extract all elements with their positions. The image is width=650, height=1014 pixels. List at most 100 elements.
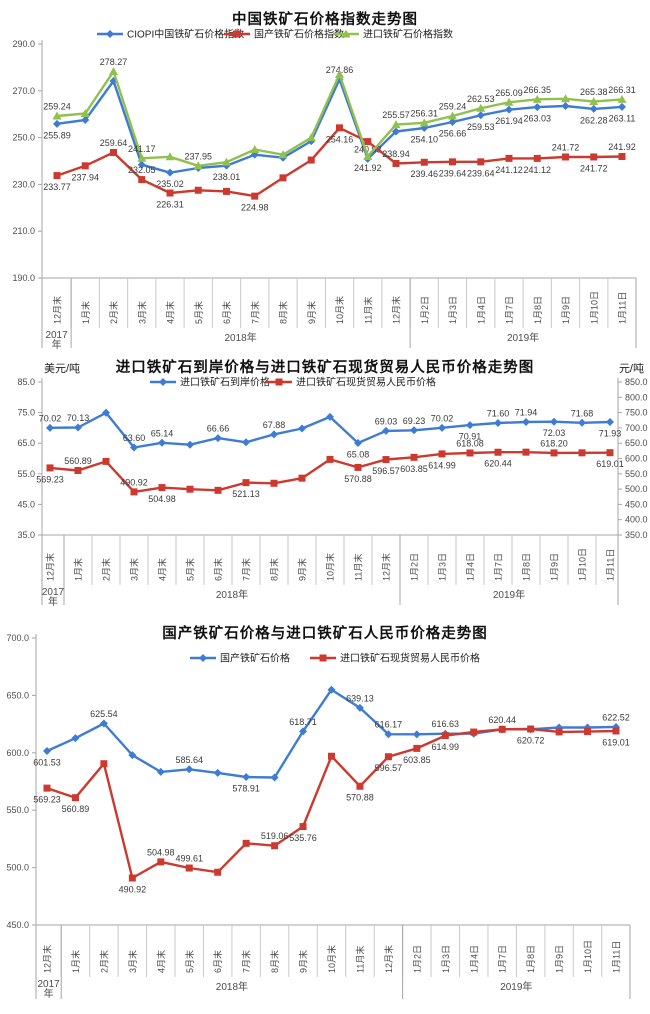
data-label: 490.92	[120, 477, 148, 487]
y-axis-tick-label: 450.0	[6, 920, 29, 930]
data-point-marker	[43, 747, 51, 756]
data-label: 259.24	[439, 101, 467, 111]
year-bands: 2017 年 2018年 2019年	[41, 278, 637, 350]
x-axis-tick-label: 1月4日	[476, 296, 486, 324]
axes: 700.0 650.0 600.0 550.0 500.0 450.0	[6, 633, 630, 930]
data-point-marker	[392, 159, 400, 167]
data-point-marker	[46, 464, 54, 472]
data-point-marker	[448, 118, 457, 127]
data-point-marker	[494, 419, 502, 428]
data-point-marker	[354, 438, 362, 447]
data-point-marker	[306, 133, 316, 142]
data-label: 65.14	[151, 428, 174, 438]
data-point-marker	[298, 474, 306, 482]
data-point-marker	[504, 97, 514, 106]
x-axis-tick-label: 1月3日	[448, 296, 458, 324]
x-axis-tick-label: 12月末	[381, 553, 392, 581]
data-point-marker	[223, 187, 230, 195]
data-label: 256.31	[410, 108, 438, 118]
legend: 进口铁矿石到岸价格 进口铁矿石现货贸易人民币价格	[150, 376, 436, 389]
legend: CIOPI中国铁矿石价格指数 国产铁矿石价格指数 进口铁矿石价格指数	[97, 28, 453, 41]
x-axis-tick-label: 1月3日	[438, 553, 448, 581]
x-axis-tick-label: 1月2日	[410, 553, 420, 581]
data-point-marker	[166, 189, 174, 197]
data-point-marker	[74, 423, 82, 432]
x-axis-tick-label: 10月末	[334, 296, 345, 324]
data-point-marker	[102, 408, 110, 417]
year-band-label: 2017 年	[42, 587, 65, 608]
data-label: 570.88	[344, 474, 372, 484]
data-label: 521.13	[232, 489, 260, 499]
data-point-marker	[327, 685, 336, 694]
year-band-label: 2019年	[500, 980, 532, 993]
y2-axis-tick-label: 500.0	[625, 484, 648, 494]
data-label: 254.10	[410, 135, 438, 145]
data-label: 259.64	[100, 138, 128, 148]
data-label: 278.27	[100, 57, 128, 67]
data-label: 262.28	[580, 115, 608, 125]
data-point-marker	[326, 412, 334, 421]
data-point-marker	[43, 784, 51, 792]
x-axis-tick-label: 10月末	[326, 945, 337, 973]
data-point-marker	[420, 158, 428, 166]
data-point-marker	[533, 103, 542, 112]
legend-label: CIOPI中国铁矿石价格指数	[127, 28, 244, 41]
data-point-marker	[109, 66, 118, 75]
axes: 290.0 270.0 250.0 230.0 210.0 190.0	[12, 39, 636, 283]
data-label: 618.20	[540, 438, 568, 448]
chart-title: 国产铁矿石价格与进口铁矿石人民币价格走势图	[162, 626, 488, 642]
data-point-marker	[505, 154, 513, 162]
x-axis-tick-label: 1月8日	[533, 296, 543, 324]
x-axis-labels: 12月末 1月末 2月末 3月末 4月末 5月末 6月末 7月末 8月末 9月末 10月末 11月末 1…	[35, 925, 631, 977]
chart-title: 中国铁矿石价格指数走势图	[232, 12, 418, 28]
y2-axis-tick-label: 550.0	[625, 469, 648, 479]
series-blue-line: 255.89235.02238.01274.86240.93254.10256.…	[43, 65, 635, 189]
x-axis-tick-label: 1月2日	[420, 296, 430, 324]
data-point-marker	[138, 176, 146, 184]
data-point-marker	[194, 186, 202, 194]
chart-domestic-vs-import: 700.0 650.0 600.0 550.0 500.0 450.0 12月末 1月末 2月末…	[0, 612, 650, 1014]
data-point-marker	[522, 417, 530, 426]
import-price-plot: 85.075.065.055.045.035.0850.0800.0750.07…	[17, 362, 648, 608]
data-point-marker	[533, 154, 541, 162]
data-label: 71.94	[515, 407, 538, 417]
data-point-marker	[363, 152, 373, 161]
x-axis-tick-label: 2月末	[108, 301, 119, 324]
data-label: 620.44	[488, 715, 516, 725]
data-label: 239.64	[439, 168, 467, 178]
data-label: 238.94	[382, 149, 410, 159]
data-label: 259.53	[467, 122, 495, 132]
year-bands: 2017 年 2018年 2019年	[41, 535, 619, 608]
x-axis-tick-label: 7月末	[241, 950, 252, 973]
y-axis-tick-label: 45.0	[17, 499, 35, 509]
data-label: 618.71	[289, 717, 317, 727]
data-point-marker	[606, 417, 614, 426]
data-point-marker	[476, 111, 485, 120]
data-point-marker	[550, 417, 558, 426]
x-axis-tick-label: 12月末	[42, 945, 53, 973]
data-label: 639.13	[346, 693, 374, 703]
x-axis-tick-label: 9月末	[306, 301, 317, 324]
x-axis-labels: 12月末 1月末 2月末 3月末 4月末 5月末 6月末 7月末 8月末 9月末 10月末 11月末 1…	[41, 535, 619, 585]
y-axis-tick-label: 650.0	[6, 690, 29, 700]
data-point-marker	[270, 430, 278, 439]
data-point-marker	[186, 485, 194, 493]
data-point-marker	[137, 160, 146, 169]
data-label: 241.92	[354, 163, 382, 173]
x-axis-tick-label: 3月末	[127, 950, 138, 973]
x-axis-tick-label: 8月末	[269, 950, 280, 973]
data-label: 570.88	[346, 793, 374, 803]
x-axis-tick-label: 1月9日	[555, 945, 565, 973]
data-point-marker	[413, 744, 421, 752]
x-axis-tick-label: 11月末	[353, 554, 364, 581]
data-point-marker	[522, 448, 530, 456]
data-point-marker	[299, 823, 307, 831]
data-point-marker	[550, 449, 558, 457]
x-axis-tick-label: 1月末	[73, 558, 84, 581]
data-point-marker	[336, 124, 343, 132]
data-label: 259.24	[43, 101, 71, 111]
data-label: 499.61	[175, 854, 203, 864]
data-label: 266.31	[608, 85, 636, 95]
y-axis-tick-label: 55.0	[17, 469, 35, 479]
